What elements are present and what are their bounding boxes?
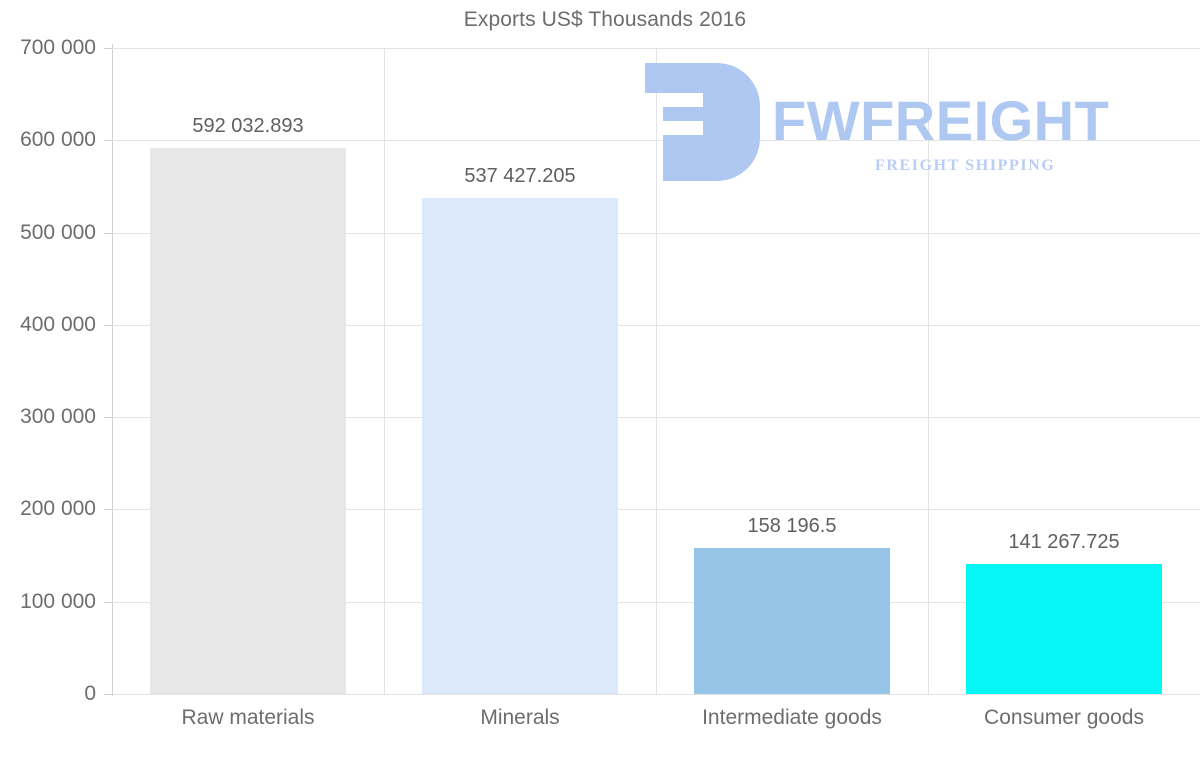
y-axis-tick-mark [104, 48, 112, 49]
chart-title: Exports US$ Thousands 2016 [463, 8, 747, 31]
bar[interactable] [694, 548, 890, 694]
x-axis-category-label: Minerals [480, 706, 560, 729]
bar[interactable] [966, 563, 1162, 694]
y-axis-tick-label: 200 000 [20, 497, 96, 521]
y-axis-tick-label: 600 000 [20, 128, 96, 152]
x-axis-category-label: Consumer goods [984, 706, 1144, 729]
x-axis-category-label: Raw materials [181, 706, 315, 729]
plot-area [112, 48, 1200, 695]
bar-value-label: 158 196.5 [747, 515, 837, 537]
y-axis-tick-mark [104, 140, 112, 142]
y-axis-tick-label: 0 [84, 682, 96, 705]
y-axis-tick-mark [104, 694, 112, 695]
y-axis-tick-mark [104, 232, 112, 234]
y-axis-tick-label: 300 000 [20, 405, 96, 429]
y-axis-tick-mark [104, 601, 112, 603]
gridline-horizontal [112, 694, 1200, 695]
gridline-vertical [928, 48, 929, 694]
y-axis-tick-label: 400 000 [20, 312, 96, 336]
y-axis-tick-label: 500 000 [20, 220, 96, 244]
y-axis-tick-mark [104, 509, 112, 511]
bar-value-label: 537 427.205 [464, 165, 576, 188]
bar-value-label: 141 267.725 [1008, 530, 1120, 553]
y-axis-tick-mark [104, 417, 112, 419]
bar[interactable] [150, 147, 346, 694]
y-axis-tick-mark [104, 324, 112, 326]
bar[interactable] [422, 198, 618, 694]
y-axis-tick-label: 700 000 [20, 36, 96, 59]
gridline-vertical [656, 48, 657, 694]
bar-value-label: 592 032.893 [192, 114, 304, 137]
y-axis-tick-label: 100 000 [20, 589, 96, 613]
gridline-vertical [384, 48, 385, 694]
x-axis-category-label: Intermediate goods [702, 706, 882, 729]
y-axis-line [112, 44, 113, 696]
